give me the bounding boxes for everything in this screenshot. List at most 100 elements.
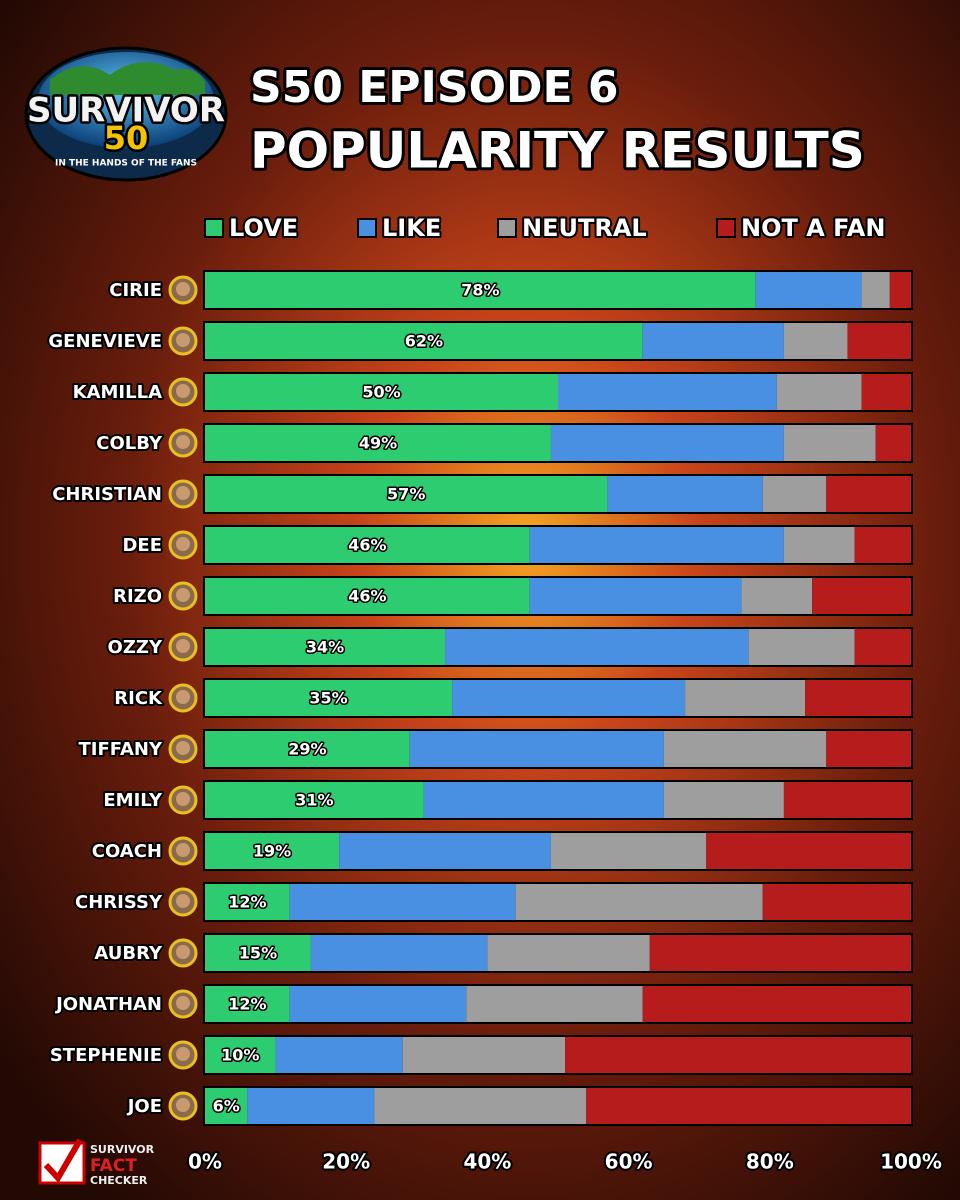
avatar-face	[176, 945, 190, 959]
value-label: 35%	[309, 689, 347, 708]
bar-segment	[310, 935, 488, 971]
value-label: 46%	[348, 587, 386, 606]
legend-swatch	[357, 218, 377, 238]
bar-segment	[515, 884, 763, 920]
x-tick-label: 80%	[746, 1150, 794, 1174]
bar-segment	[205, 782, 424, 818]
bar-segment	[854, 527, 911, 563]
bar-segment	[550, 833, 707, 869]
y-tick-label: CIRIE	[109, 280, 162, 301]
bar-segment	[205, 323, 643, 359]
bar-segment	[205, 680, 453, 716]
bar-segment	[402, 1037, 566, 1073]
footer-logo: SURVIVOR FACT CHECKER	[38, 1138, 155, 1187]
value-label: 46%	[348, 536, 386, 555]
value-label: 15%	[239, 944, 277, 963]
value-label: 12%	[228, 893, 266, 912]
bar-segment	[748, 629, 855, 665]
chart-subtitle: POPULARITY RESULTS	[250, 122, 865, 180]
bar-segment	[374, 1088, 587, 1124]
bar-segment	[205, 578, 530, 614]
bar-segment	[275, 1037, 403, 1073]
bar-segment	[586, 1088, 911, 1124]
bar-segment	[409, 731, 664, 767]
y-tick-label: STEPHENIE	[50, 1045, 162, 1066]
bar-segment	[452, 680, 686, 716]
value-label: 19%	[253, 842, 291, 861]
legend-label: LIKE	[382, 214, 441, 242]
y-tick-label: TIFFANY	[78, 739, 162, 760]
y-tick-label: DEE	[122, 535, 162, 556]
legend-swatch	[204, 218, 224, 238]
bar-segment	[762, 476, 827, 512]
y-tick-label: COLBY	[96, 433, 163, 454]
bar-segment	[205, 374, 558, 410]
avatar-face	[176, 384, 190, 398]
footer-line: CHECKER	[90, 1174, 148, 1187]
bar-segment	[812, 578, 911, 614]
bar-segment	[783, 782, 911, 818]
y-tick-label: AUBRY	[94, 943, 163, 964]
bar-segment	[776, 374, 862, 410]
y-tick-label: CHRISSY	[75, 892, 163, 913]
bar-segment	[423, 782, 664, 818]
bar-segment	[847, 323, 911, 359]
bar-segment	[783, 527, 855, 563]
bar-segment	[861, 272, 890, 308]
footer-line: FACT	[90, 1156, 137, 1176]
bar-segment	[875, 425, 911, 461]
bar-segment	[889, 272, 911, 308]
bar-segment	[565, 1037, 911, 1073]
bar-segment	[205, 1037, 276, 1073]
avatar-face	[176, 588, 190, 602]
y-tick-label: KAMILLA	[73, 382, 162, 403]
y-tick-label: OZZY	[108, 637, 163, 658]
bar-segment	[529, 578, 742, 614]
value-label: 29%	[288, 740, 326, 759]
value-label: 57%	[387, 485, 425, 504]
bar-segment	[783, 425, 876, 461]
bar-segment	[466, 986, 643, 1022]
value-label: 62%	[405, 332, 443, 351]
bar-segment	[205, 833, 340, 869]
value-label: 50%	[362, 383, 400, 402]
avatar-face	[176, 690, 190, 704]
avatar-face	[176, 435, 190, 449]
bar-segment	[289, 884, 516, 920]
avatar-face	[176, 792, 190, 806]
avatar-face	[176, 843, 190, 857]
value-label: 78%	[461, 281, 499, 300]
bar-segment	[205, 731, 410, 767]
y-tick-label: JONATHAN	[54, 994, 162, 1015]
bar-segment	[741, 578, 813, 614]
y-tick-label: COACH	[92, 841, 162, 862]
bar-segment	[642, 986, 911, 1022]
bar-segment	[861, 374, 911, 410]
bar-segment	[205, 272, 756, 308]
chart-title: S50 EPISODE 6	[250, 62, 619, 113]
y-tick-label: RIZO	[113, 586, 162, 607]
legend-label: NOT A FAN	[741, 214, 885, 242]
bar-segment	[607, 476, 763, 512]
y-tick-label: JOE	[126, 1096, 162, 1117]
avatar-face	[176, 282, 190, 296]
value-label: 49%	[359, 434, 397, 453]
logo-title: SURVIVOR	[27, 91, 225, 131]
bar-segment	[805, 680, 911, 716]
legend-swatch	[716, 218, 736, 238]
bar-segment	[205, 425, 551, 461]
bar-segment	[783, 323, 848, 359]
value-label: 31%	[295, 791, 333, 810]
bar-segment	[706, 833, 911, 869]
bar-segment	[289, 986, 467, 1022]
y-tick-label: EMILY	[103, 790, 163, 811]
value-label: 6%	[213, 1097, 240, 1116]
logo: SURVIVOR 50 IN THE HANDS OF THE FANS	[24, 46, 228, 182]
bar-segment	[663, 782, 784, 818]
avatar-face	[176, 486, 190, 500]
x-tick-label: 20%	[322, 1150, 370, 1174]
bar-segment	[205, 476, 608, 512]
y-tick-label: RICK	[114, 688, 163, 709]
x-tick-label: 100%	[880, 1150, 942, 1174]
